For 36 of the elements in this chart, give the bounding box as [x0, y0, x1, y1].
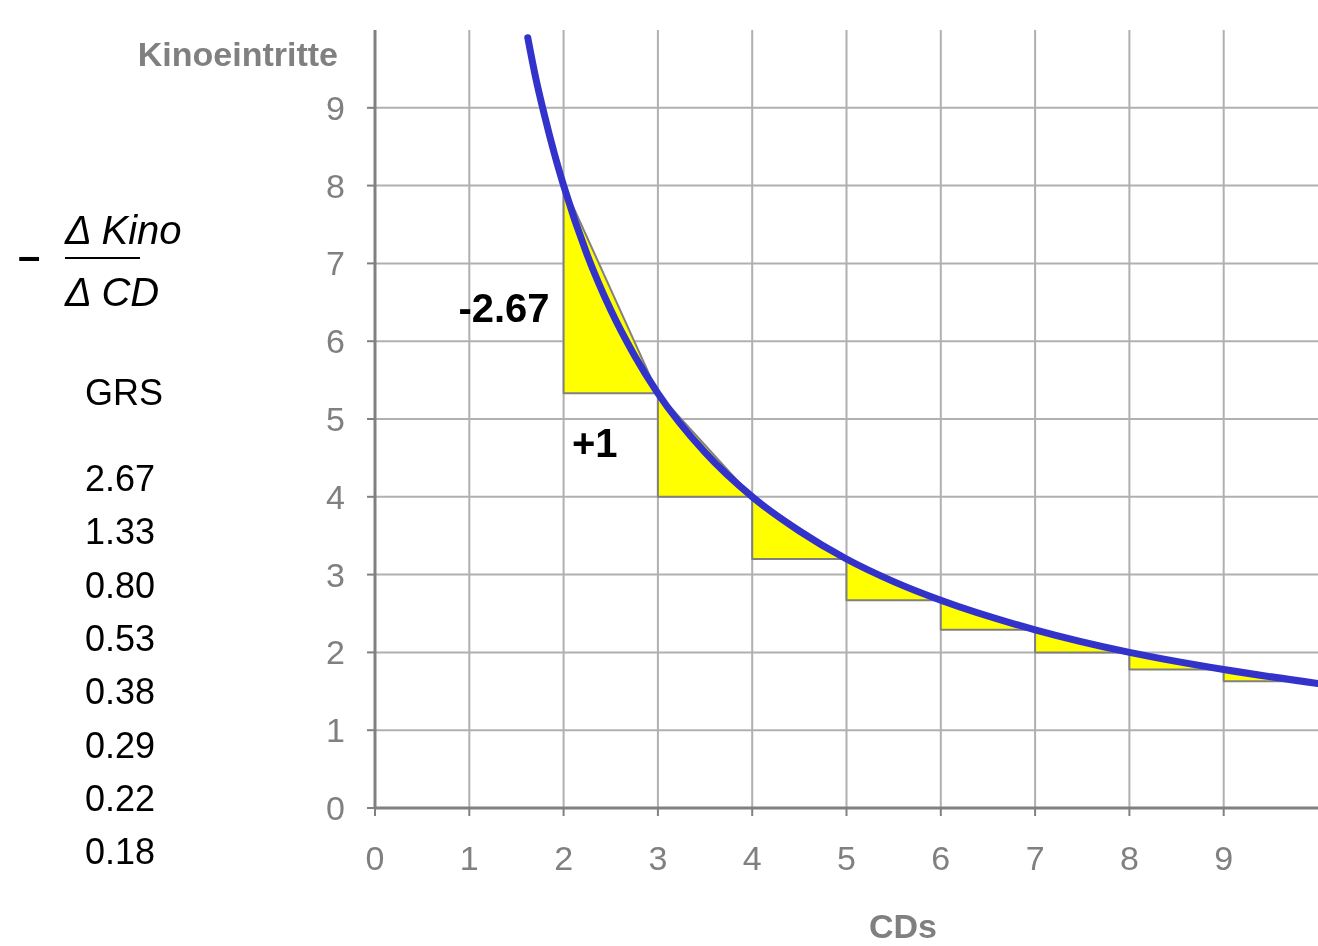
x-tick-label: 1	[459, 839, 479, 877]
y-axis-title: Kinoeintritte	[137, 35, 338, 73]
x-tick-label: 7	[1025, 839, 1045, 877]
x-tick-label: 6	[931, 839, 951, 877]
y-tick-label: 0	[326, 789, 345, 827]
text: Δ Kino	[64, 208, 182, 252]
text: GRS	[85, 372, 164, 413]
text: 0.80	[85, 564, 156, 606]
text: 0.18	[85, 831, 156, 873]
x-tick-label: 0	[365, 839, 385, 877]
y-tick-label: 6	[326, 322, 345, 361]
x-axis-title: CDs	[868, 907, 938, 945]
x-tick-label: 5	[837, 839, 856, 877]
y-tick-label: 3	[326, 555, 345, 594]
text: 0.53	[85, 617, 156, 659]
text: Δ CD	[64, 270, 160, 314]
x-tick-label: 3	[648, 839, 668, 877]
x-tick-label: 2	[554, 839, 574, 877]
x-tick-label: 8	[1119, 839, 1139, 877]
text: 0.22	[85, 777, 156, 819]
text: 2.67	[85, 458, 156, 499]
x-tick-label: 9	[1214, 839, 1234, 877]
annotation: -2.67	[458, 286, 550, 331]
y-tick-label: 7	[326, 244, 345, 283]
y-tick-label: 9	[326, 88, 345, 127]
annotation: +1	[572, 421, 618, 465]
y-tick-label: 1	[326, 711, 345, 750]
y-tick-label: 8	[326, 166, 345, 205]
text: –	[18, 234, 41, 278]
x-tick-label: 4	[742, 839, 762, 877]
y-tick-label: 2	[326, 633, 345, 672]
text: 1.33	[85, 511, 156, 553]
y-tick-label: 4	[326, 477, 345, 516]
y-tick-label: 5	[326, 400, 345, 438]
text: 0.29	[85, 724, 156, 766]
text: 0.38	[85, 671, 156, 713]
